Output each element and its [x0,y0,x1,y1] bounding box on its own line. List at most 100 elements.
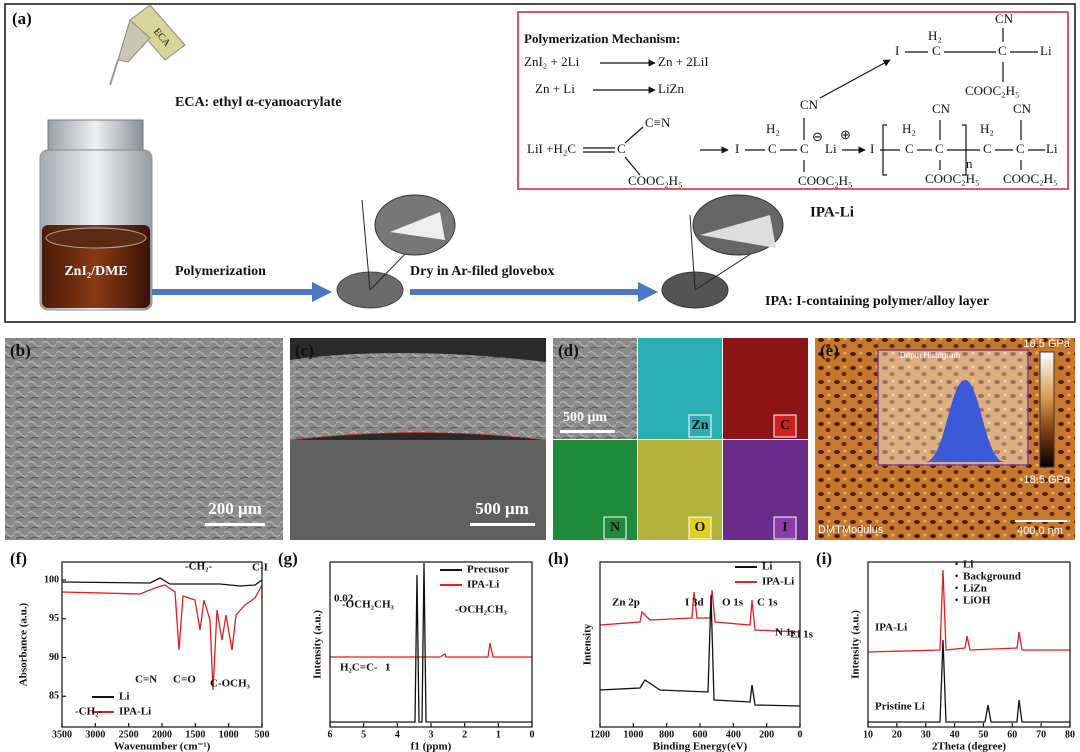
scale-bar [205,523,265,526]
plot-frame [329,561,533,728]
sem-layer [290,352,546,440]
panel-label: (a) [12,9,32,28]
x-tick-label: 1500 [185,729,205,740]
scale-label: 400.0 nm [1017,525,1063,537]
element-badge [688,414,712,438]
mech-text: COOC₂H₅ [628,173,683,188]
zoom-line [361,199,371,291]
sem-image [5,338,283,540]
x-tick-label: 0 [798,729,803,740]
panel-label: (e) [820,341,839,360]
x-axis-label: Binding Energy(eV) [653,741,748,752]
element-badge [603,516,627,540]
legend-symbol: • [955,595,958,605]
y-axis-label: Intensity [582,623,594,665]
element-badge [773,414,797,438]
annotation: Zn 2p [612,597,640,609]
mech-text: Zn + 2LiI [658,54,709,69]
legend-label: Background [963,571,1021,583]
scale-bar [470,523,535,526]
annotation: -CH₂- [185,561,212,573]
x-tick-label: 4 [395,729,400,740]
y-tick-label: 100 [44,574,59,585]
layer [700,215,776,248]
x-tick-label: 6 [328,729,333,740]
mech-text: H₂ [902,121,916,136]
legend-label: Li [762,561,772,573]
mech-text: I [735,141,739,156]
scale-label: 500 μm [563,410,607,425]
annotation: C 1s [757,597,778,609]
panel-label: (g) [278,549,298,568]
mode-label: DMTModulus [818,524,884,536]
annotation: I 3d [685,597,704,609]
element-label: N [610,520,620,535]
panel-frame [4,3,1076,323]
panel-label: (i) [816,549,832,568]
definition: IPA: I-containing polymer/alloy layer [765,294,989,309]
legend-label: IPA-Li [119,706,151,718]
arrow-head [312,282,332,302]
annotation: C=N [135,674,157,686]
x-tick-label: 5 [361,729,366,740]
x-tick-label: 3000 [85,729,105,740]
x-tick-label: 1000 [623,729,643,740]
x-tick-label: 40 [950,729,960,740]
element-label: I [782,520,787,535]
mech-text: COOC₂H₅ [1003,171,1058,186]
legend-label: LiZn [963,583,987,595]
colorbar [1039,351,1055,468]
annotation: -OCH₂CH₃ [455,604,508,616]
mechanism: Polymerization Mechanism: ZnI₂ + 2Li Zn … [524,11,1058,188]
legend-symbol: • [955,571,958,581]
mech-text: Li [825,141,837,156]
colorbar-max: 18.5 GPa [1024,338,1071,350]
x-tick-label: 50 [978,729,988,740]
scale-bar [560,430,615,433]
legend-label: Li [119,691,129,703]
legend-label: IPA-Li [762,576,794,588]
mech-text: C [800,141,809,156]
x-tick-label: 800 [659,729,674,740]
mech-text: LiI +H₂C [527,141,576,156]
x-tick-label: 1200 [590,729,610,740]
eds-maps [553,338,808,540]
x-tick-label: 20 [892,729,902,740]
inset-title: Depth Histogram [900,351,960,360]
panel-label: (d) [558,341,579,360]
mech-text: C [998,43,1007,58]
mech-text: C [905,141,914,156]
annotation: H₂C=C- [340,662,378,674]
charge: ⊕ [840,127,851,142]
annotation: -CH₂- [75,706,102,718]
legend-label: IPA-Li [467,579,499,591]
charge: ⊖ [812,129,823,144]
x-tick-label: 200 [759,729,774,740]
panel-label: (b) [10,341,31,360]
mech-text: I [895,43,899,58]
vial [39,119,153,311]
x-tick-label: 2500 [119,729,139,740]
mech-text: C [932,43,941,58]
x-tick-label: 30 [921,729,931,740]
mech-text: CN [800,97,819,112]
mech-text: ZnI₂ + 2Li [524,54,580,69]
step-label: Dry in Ar-filed glovebox [410,264,555,279]
scale-label: 200 μm [208,499,262,518]
x-tick-label: 400 [726,729,741,740]
annotation: IPA-Li [875,622,907,634]
layer [390,212,445,240]
mech-text: C≡N [645,115,671,130]
mech-text: C [935,141,944,156]
y-tick-label: 90 [49,652,59,663]
x-tick-label: 2000 [152,729,172,740]
annotation: 0.02 [334,593,354,605]
annotation: Li 1s [790,629,814,641]
panel-label: (c) [295,341,314,360]
x-tick-label: 60 [1007,729,1017,740]
product-label: IPA-Li [810,204,854,220]
mech-text: C [983,141,992,156]
x-tick-label: 1 [496,729,501,740]
y-tick-label: 95 [49,613,59,624]
mech-text: CN [995,11,1014,26]
